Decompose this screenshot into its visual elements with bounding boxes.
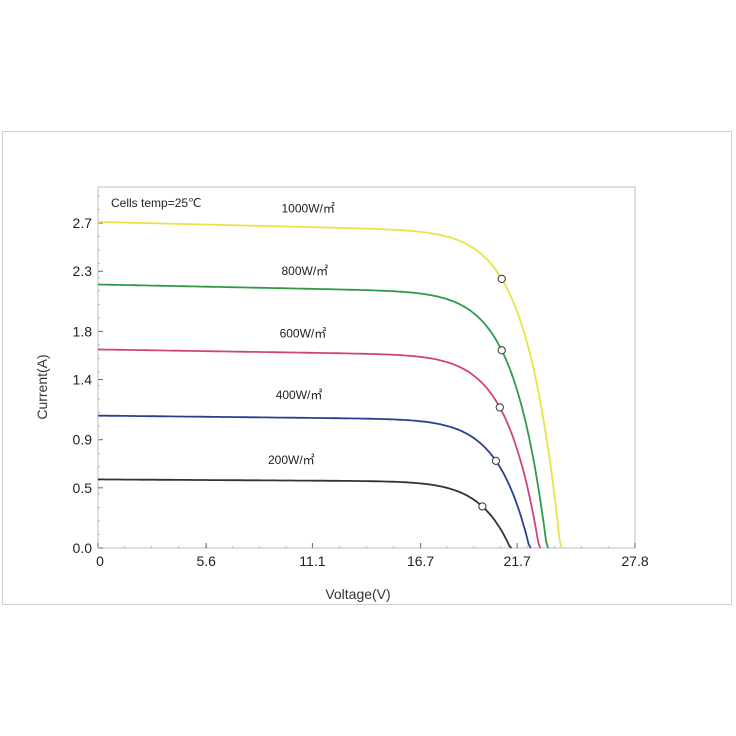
chart-frame: Cells temp=25℃ Voltage(V) Current(A) 0 5.…	[2, 131, 732, 605]
mpp-marker	[478, 502, 487, 511]
iv-curve-chart: Cells temp=25℃ Voltage(V) Current(A) 0 5.…	[34, 186, 649, 602]
series-label: 800W/㎡	[282, 264, 329, 278]
series-label: 400W/㎡	[276, 388, 323, 402]
x-tick-label: 27.8	[621, 553, 648, 569]
x-tick-label: 0	[96, 553, 104, 569]
cells-temp-note: Cells temp=25℃	[111, 196, 202, 210]
mpp-marker	[495, 403, 504, 412]
y-tick-label: 1.8	[73, 323, 93, 339]
series-label: 1000W/㎡	[282, 201, 335, 215]
y-axis-title: Current(A)	[34, 354, 50, 419]
mpp-marker	[497, 274, 506, 283]
mpp-marker	[491, 456, 501, 465]
y-tick-label: 0.9	[73, 432, 93, 448]
mpp-marker	[497, 346, 506, 355]
x-tick-label: 16.7	[407, 553, 434, 569]
series-line	[98, 221, 563, 549]
series-line	[98, 348, 542, 549]
plot-area	[97, 186, 636, 549]
y-tick-label: 2.7	[73, 215, 93, 231]
series-label: 200W/㎡	[268, 453, 315, 467]
y-tick-label: 2.3	[73, 263, 93, 279]
y-tick-label: 1.4	[73, 372, 93, 388]
series-line	[98, 478, 513, 549]
x-tick-label: 5.6	[196, 553, 216, 569]
series-line	[98, 283, 549, 549]
x-tick-label: 11.1	[299, 553, 325, 569]
x-tick-label: 21.7	[504, 553, 531, 569]
axis-ticks: 0 5.6 11.1 16.7 21.7 27.8 0.0 0.5 0.9 1.4 1.8 2.3 2.…	[73, 195, 649, 569]
y-tick-label: 0.5	[73, 480, 93, 496]
series-label: 600W/㎡	[280, 326, 327, 340]
x-axis-title: Voltage(V)	[325, 586, 390, 602]
y-tick-label: 0.0	[73, 540, 93, 556]
series-line	[97, 414, 532, 549]
series-group: 1000W/㎡ 800W/㎡ 600W/㎡ 400W/㎡ 200W/㎡	[97, 201, 563, 549]
